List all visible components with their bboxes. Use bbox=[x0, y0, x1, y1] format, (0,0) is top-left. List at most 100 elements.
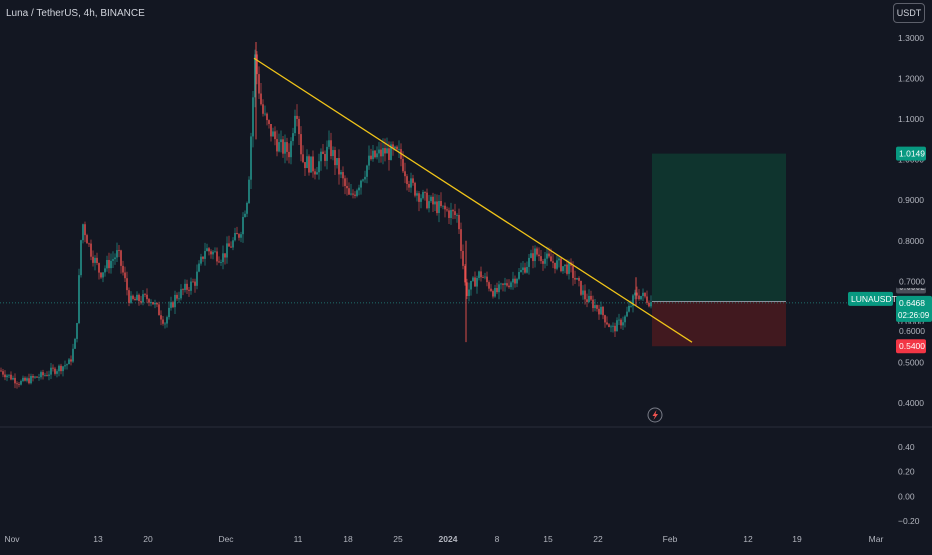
candle bbox=[150, 299, 152, 307]
candle bbox=[410, 172, 412, 193]
candle bbox=[426, 188, 428, 210]
candle bbox=[160, 310, 162, 326]
candle bbox=[224, 253, 226, 265]
candle bbox=[412, 174, 414, 186]
candle bbox=[396, 145, 398, 151]
candle bbox=[648, 300, 650, 308]
candle bbox=[590, 290, 592, 302]
candle bbox=[492, 289, 494, 299]
candle bbox=[32, 374, 34, 382]
candle bbox=[16, 381, 18, 389]
trendline[interactable] bbox=[253, 57, 693, 343]
candle bbox=[518, 268, 520, 281]
candle bbox=[406, 174, 408, 191]
candle bbox=[598, 304, 600, 320]
candle bbox=[338, 149, 340, 185]
time-tick-label: 22 bbox=[593, 534, 603, 544]
candle bbox=[56, 369, 58, 378]
candle bbox=[610, 324, 612, 333]
candle bbox=[310, 156, 312, 173]
candle bbox=[50, 362, 52, 380]
candle bbox=[312, 150, 314, 178]
candle bbox=[644, 292, 646, 299]
currency-button[interactable]: USDT bbox=[893, 3, 925, 23]
candle bbox=[360, 179, 362, 195]
candle bbox=[468, 282, 470, 302]
candle bbox=[28, 373, 30, 385]
price-tick-label: 0.8000 bbox=[898, 236, 924, 246]
candle bbox=[106, 255, 108, 272]
candle bbox=[138, 293, 140, 306]
candle bbox=[600, 301, 602, 315]
candle bbox=[556, 255, 558, 271]
svg-text:02:26:09: 02:26:09 bbox=[898, 311, 930, 320]
candle bbox=[236, 226, 238, 235]
candle bbox=[82, 223, 84, 244]
profit-zone[interactable] bbox=[652, 153, 786, 302]
svg-text:0.7000: 0.7000 bbox=[899, 276, 925, 286]
alert-lightning-icon[interactable] bbox=[647, 407, 663, 423]
candle bbox=[538, 247, 540, 262]
candle bbox=[242, 212, 244, 243]
candle bbox=[148, 297, 150, 307]
partial-price-tag: 0.7000 bbox=[896, 274, 926, 289]
loss-zone[interactable] bbox=[652, 301, 786, 347]
candle bbox=[646, 290, 648, 305]
time-tick-label: 13 bbox=[93, 534, 103, 544]
candle bbox=[62, 365, 64, 377]
candles bbox=[0, 49, 652, 389]
candle bbox=[440, 192, 442, 208]
indicator-axis[interactable]: 0.40 0.20 0.00 −0.20 bbox=[898, 442, 920, 526]
candle bbox=[40, 370, 42, 380]
candle bbox=[140, 295, 142, 305]
indicator-tick-label: 0.00 bbox=[898, 491, 915, 501]
candle bbox=[38, 373, 40, 381]
candle bbox=[218, 256, 220, 264]
candle bbox=[58, 364, 60, 377]
candle bbox=[234, 227, 236, 242]
candle bbox=[370, 148, 372, 161]
target-price-tag: 1.0149 bbox=[896, 146, 926, 161]
candle bbox=[474, 271, 476, 287]
candle bbox=[180, 284, 182, 301]
candle bbox=[272, 127, 274, 137]
candle bbox=[206, 243, 208, 252]
price-tick-label: 1.3000 bbox=[898, 33, 924, 43]
candle bbox=[322, 144, 324, 155]
candle bbox=[294, 109, 296, 136]
candle bbox=[126, 271, 128, 296]
candle bbox=[544, 252, 546, 269]
candle bbox=[46, 371, 48, 377]
candle bbox=[438, 195, 440, 223]
candle bbox=[124, 266, 126, 282]
candle bbox=[276, 130, 278, 157]
candle bbox=[340, 169, 342, 178]
candle bbox=[184, 279, 186, 293]
candle bbox=[404, 162, 406, 184]
partial-price-tag-2: 0.6000 bbox=[896, 323, 926, 338]
candle bbox=[436, 194, 438, 216]
price-tick-label: 1.2000 bbox=[898, 74, 924, 84]
candle bbox=[22, 375, 24, 383]
candle bbox=[504, 277, 506, 292]
candle bbox=[642, 288, 644, 301]
candle bbox=[36, 376, 38, 378]
candle bbox=[428, 194, 430, 213]
candle bbox=[530, 249, 532, 259]
candle bbox=[540, 249, 542, 264]
candle bbox=[334, 146, 336, 175]
candle bbox=[470, 280, 472, 296]
candle bbox=[542, 258, 544, 271]
time-axis[interactable]: Nov 13 20 Dec 11 18 25 2024 8 15 22 Feb 12 19 Mar bbox=[4, 534, 883, 544]
candle bbox=[612, 322, 614, 333]
candle bbox=[288, 143, 290, 164]
candle bbox=[618, 313, 620, 326]
candle bbox=[478, 270, 480, 281]
candle bbox=[226, 236, 228, 264]
candle bbox=[250, 132, 252, 189]
candle bbox=[350, 183, 352, 196]
candle bbox=[6, 374, 8, 382]
candle bbox=[302, 145, 304, 164]
